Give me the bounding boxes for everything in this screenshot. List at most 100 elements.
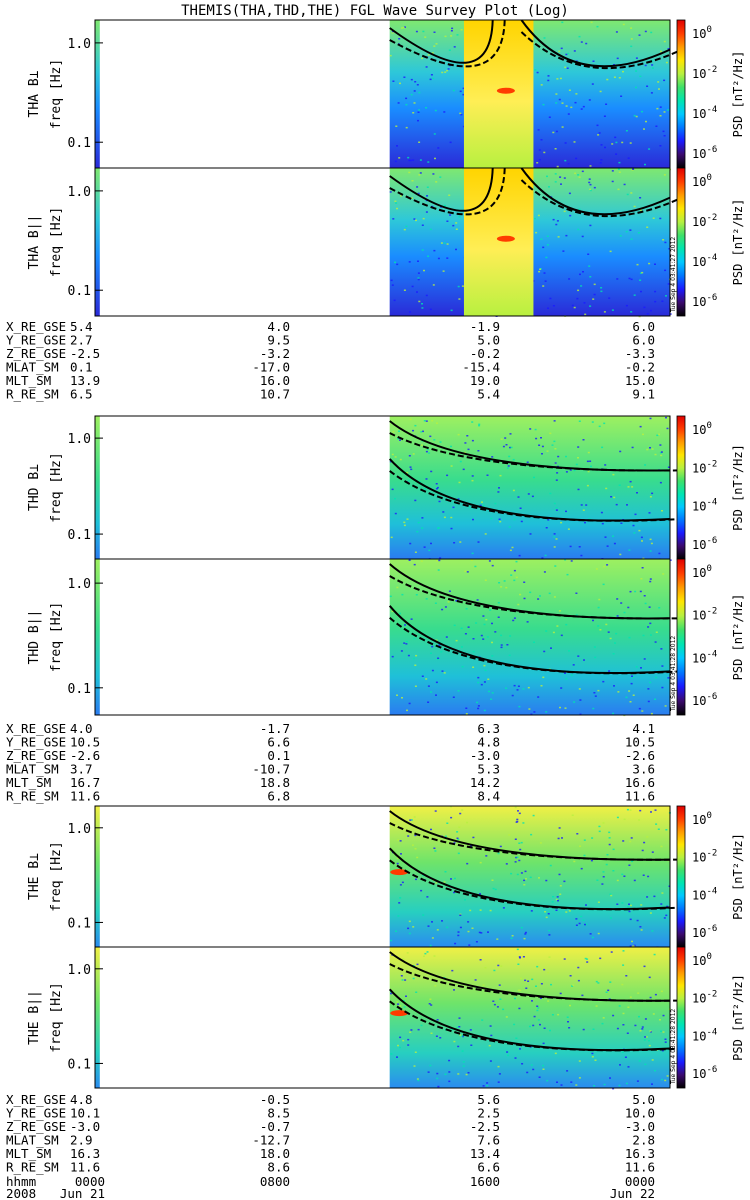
spectral-speckle (548, 116, 551, 118)
spectral-speckle (448, 1071, 451, 1073)
colorbar-gradient (676, 19, 686, 169)
spectral-speckle (655, 125, 658, 127)
spectral-speckle (585, 923, 588, 925)
spectral-speckle (493, 969, 496, 972)
spectral-speckle (400, 650, 403, 652)
spectral-speckle (415, 219, 417, 222)
spectral-speckle (466, 571, 469, 573)
spectral-speckle (651, 448, 654, 450)
spectral-speckle (409, 418, 412, 421)
spectral-speckle (430, 691, 433, 693)
spectral-speckle (630, 682, 633, 685)
spectral-speckle (405, 97, 408, 100)
spectral-speckle (520, 926, 523, 929)
spectral-speckle (402, 1000, 405, 1002)
spectral-speckle (543, 37, 546, 39)
spectral-speckle (529, 428, 532, 430)
spectral-speckle (608, 297, 611, 299)
spectral-speckle (500, 644, 503, 646)
spectral-speckle (550, 647, 552, 649)
spectral-speckle (615, 632, 618, 635)
colorbar-gradient (676, 558, 686, 716)
spectral-speckle (514, 838, 517, 840)
spectral-speckle (585, 504, 588, 506)
spectral-speckle (511, 694, 514, 697)
spectral-speckle (420, 1024, 423, 1027)
spectral-speckle (392, 218, 395, 220)
spectral-speckle (594, 656, 597, 659)
spectral-speckle (611, 180, 614, 183)
spectral-speckle (415, 594, 418, 596)
spectral-speckle (646, 896, 649, 898)
spectral-speckle (491, 564, 494, 567)
spectral-speckle (390, 536, 393, 539)
spectral-speckle (540, 983, 543, 985)
spectral-speckle (542, 1068, 545, 1070)
spectral-speckle (649, 1030, 652, 1032)
spectral-speckle (410, 93, 413, 96)
spectral-speckle (597, 901, 600, 903)
spectral-speckle (576, 833, 579, 835)
spectral-speckle (471, 421, 474, 423)
spectral-speckle (586, 460, 589, 463)
orbit-value: -0.2 (470, 346, 500, 361)
spectral-speckle (644, 1036, 647, 1038)
spectral-speckle (455, 639, 458, 642)
spectral-speckle (421, 517, 424, 519)
spectral-speckle (436, 422, 438, 424)
spectral-speckle (399, 1046, 401, 1049)
spectral-speckle (648, 1040, 650, 1042)
spectral-speckle (630, 311, 633, 313)
spectral-speckle (391, 655, 394, 658)
spectral-speckle (605, 991, 608, 993)
spectral-speckle (467, 626, 470, 628)
spectral-speckle (413, 90, 416, 92)
spectral-speckle (665, 416, 667, 419)
spectral-speckle (444, 35, 447, 38)
spectral-speckle (629, 809, 632, 811)
spectral-speckle (557, 1013, 560, 1016)
spectral-speckle (483, 623, 486, 626)
spectral-speckle (484, 967, 487, 969)
spectral-speckle (426, 186, 429, 188)
colorbar-gradient (676, 167, 686, 317)
spectral-speckle (661, 1078, 663, 1081)
spectral-speckle (450, 816, 453, 819)
spectral-speckle (420, 431, 423, 433)
orbit-value: 18.8 (260, 775, 290, 790)
spectral-speckle (421, 249, 424, 251)
spectral-speckle (551, 1014, 554, 1016)
spectral-speckle (621, 902, 624, 904)
spectral-speckle (567, 528, 570, 530)
spectral-speckle (567, 113, 570, 115)
spectral-speckle (470, 559, 473, 561)
spectral-speckle (616, 816, 619, 819)
spectral-speckle (556, 625, 559, 627)
spectral-speckle (607, 989, 610, 992)
timestamp-stamp: Tue Sep 4 03:41:28 2012 (670, 1009, 677, 1085)
frequency-curve (389, 420, 671, 472)
data-interval (95, 806, 100, 947)
spectral-speckle (401, 593, 404, 596)
spectral-speckle (633, 944, 636, 947)
spectral-speckle (389, 595, 392, 598)
spectral-speckle (560, 634, 563, 637)
spectral-speckle (440, 651, 443, 653)
spectral-speckle (553, 536, 556, 538)
spectral-speckle (621, 141, 624, 144)
spectral-speckle (403, 524, 406, 527)
spectral-speckle (602, 583, 605, 586)
spectral-speckle (628, 903, 630, 905)
spectral-speckle (545, 711, 548, 713)
spectral-speckle (593, 186, 596, 189)
spectral-speckle (555, 223, 558, 226)
spectral-speckle (643, 658, 646, 660)
spectral-speckle (649, 550, 652, 552)
panel-ylabel-units: freq [Hz] (49, 207, 64, 277)
spectral-speckle (421, 224, 424, 226)
spectral-speckle (639, 926, 642, 928)
spectral-speckle (490, 459, 492, 462)
colorbar-tick-label: 10-6 (692, 692, 717, 708)
spectral-speckle (513, 617, 516, 619)
orbit-row-label: Y_RE_GSE (6, 1106, 66, 1121)
